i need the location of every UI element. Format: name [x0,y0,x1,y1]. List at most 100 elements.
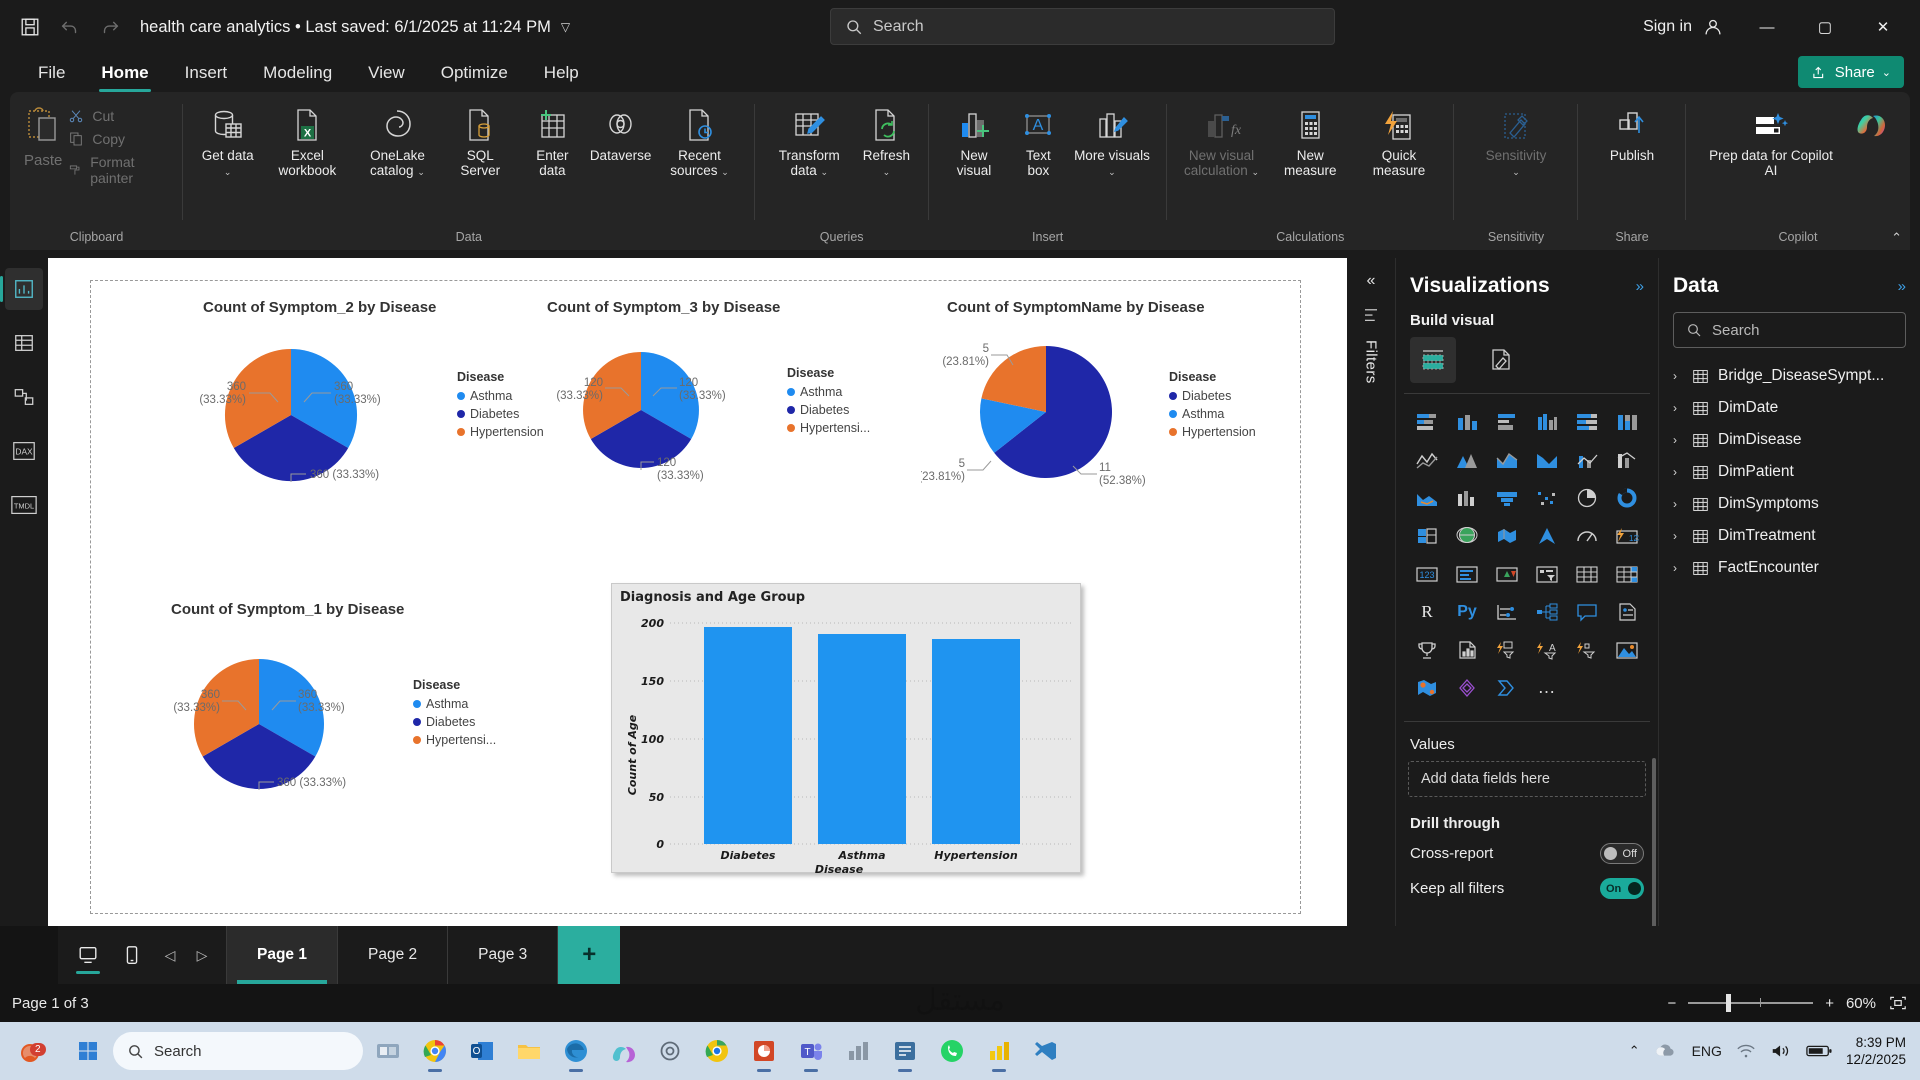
filters-pane-collapsed[interactable]: « Filters [1347,258,1395,926]
collapse-ribbon-icon[interactable]: ⌃ [1891,230,1902,245]
kpi-icon[interactable]: 123 [1607,518,1647,553]
add-page-button[interactable]: + [558,926,621,984]
wifi-icon[interactable] [1736,1043,1756,1060]
taskbar-app-task-view[interactable] [366,1028,410,1074]
maximize-button[interactable]: ▢ [1817,19,1833,36]
zoom-in-button[interactable]: + [1825,994,1834,1012]
taskbar-app-chrome[interactable] [413,1028,457,1074]
expand-data-pane-icon[interactable]: » [1897,277,1906,295]
chevron-right-icon[interactable]: › [1673,497,1677,511]
taskbar-app-sql-ssms[interactable] [883,1028,927,1074]
new-visual-button[interactable]: New visual [939,100,1010,178]
shape-map-icon[interactable] [1527,518,1567,553]
chevron-right-icon[interactable]: › [1673,401,1677,415]
decomposition-tree-icon[interactable] [1527,594,1567,629]
page-tab-page-3[interactable]: Page 3 [448,926,559,984]
data-table-dimdate[interactable]: › DimDate [1659,392,1920,424]
volume-icon[interactable] [1770,1042,1792,1060]
scatter-chart-icon[interactable] [1527,480,1567,515]
publish-button[interactable]: Publish [1588,100,1676,163]
arcgis-maps-icon[interactable] [1407,670,1447,705]
legend-item[interactable]: Hypertension [1169,425,1256,439]
map-icon[interactable] [1407,518,1447,553]
area-chart-icon[interactable] [1447,442,1487,477]
page-tab-page-2[interactable]: Page 2 [338,926,449,984]
chevron-right-icon[interactable]: › [1673,465,1677,479]
tray-chevron-up-icon[interactable]: ⌃ [1628,1043,1640,1058]
python-script-icon[interactable]: Py [1457,602,1477,620]
chevron-right-icon[interactable]: › [1673,369,1677,383]
visual-pie-symptom3[interactable]: Count of Symptom_3 by Disease 120 [521,299,941,509]
cut-button[interactable]: Cut [68,108,169,124]
sidebar-item-tmdl-view[interactable]: TMDL [5,484,43,526]
battery-icon[interactable] [1806,1043,1832,1059]
taskbar-app-whatsapp[interactable] [930,1028,974,1074]
kpi-card-icon[interactable] [1487,556,1527,591]
legend-item[interactable]: Hypertension [457,425,544,439]
language-indicator[interactable]: ENG [1691,1043,1722,1059]
stacked-area-chart-icon[interactable] [1487,442,1527,477]
power-apps-icon[interactable] [1487,632,1527,667]
qa-icon[interactable] [1567,594,1607,629]
menu-help[interactable]: Help [543,63,579,82]
key-influencers-icon[interactable] [1487,594,1527,629]
clustered-bar-chart-icon[interactable] [1487,404,1527,439]
build-visual-tab[interactable] [1410,337,1456,383]
taskbar-app-powerpoint[interactable] [742,1028,786,1074]
data-table-dimtreatment[interactable]: › DimTreatment [1659,520,1920,552]
taskbar-notification-app[interactable]: 2 [0,1037,60,1065]
100-stacked-column-chart-icon[interactable] [1607,404,1647,439]
sidebar-item-table-view[interactable] [5,322,43,364]
line-chart-icon[interactable] [1407,442,1447,477]
legend-item[interactable]: Diabetes [1169,389,1256,403]
donut-chart-icon[interactable] [1607,480,1647,515]
taskbar-search-box[interactable]: Search [113,1032,363,1070]
legend-item[interactable]: Asthma [413,697,496,711]
dataverse-button[interactable]: Dataverse [587,100,655,163]
filled-map-icon[interactable] [1447,518,1487,553]
mapbox-icon[interactable] [1447,670,1487,705]
line-stacked-column-icon[interactable] [1527,442,1567,477]
transform-data-button[interactable]: Transform data ⌄ [765,100,854,180]
paginated-report-icon[interactable] [1447,632,1487,667]
text-box-button[interactable]: A Text box [1009,100,1067,178]
100-stacked-bar-chart-icon[interactable] [1567,404,1607,439]
legend-item[interactable]: Hypertensi... [413,733,496,747]
enter-data-button[interactable]: Enter data [518,100,587,178]
title-chevron-icon[interactable]: ▽ [560,20,571,34]
more-visuals-button[interactable]: More visuals ⌄ [1067,100,1156,180]
visual-bar-diagnosis-age-group[interactable]: Diagnosis and Age Group 200 150 100 50 0 [611,583,1081,876]
data-table-bridge-diseasesymptoms[interactable]: › Bridge_DiseaseSympt... [1659,360,1920,392]
values-dropzone[interactable]: Add data fields here [1408,761,1646,797]
mobile-layout-button[interactable] [112,933,152,977]
bookmark-pane-icon[interactable] [1362,306,1380,324]
funnel-icon[interactable] [1487,480,1527,515]
metrics-icon[interactable] [1407,632,1447,667]
visual-pie-symptom2[interactable]: Count of Symptom_2 by Disease 360 [171,299,611,509]
taskbar-app-power-bi-desktop[interactable] [977,1028,1021,1074]
data-table-dimpatient[interactable]: › DimPatient [1659,456,1920,488]
more-options-icon[interactable]: … [1537,677,1557,697]
chevron-right-icon[interactable]: › [1673,433,1677,447]
excel-workbook-button[interactable]: X Excel workbook [262,100,352,178]
taskbar-app-copilot[interactable] [601,1028,645,1074]
page-tab-page-1[interactable]: Page 1 [227,926,338,984]
slicer-icon[interactable] [1527,556,1567,591]
chevron-right-icon[interactable]: › [1673,561,1677,575]
taskbar-app-chrome-canary[interactable] [695,1028,739,1074]
gauge-icon[interactable] [1567,518,1607,553]
save-icon[interactable] [10,7,50,47]
format-painter-button[interactable]: Format painter [68,154,169,186]
prev-page-button[interactable]: ◁ [164,946,176,963]
onelake-catalog-button[interactable]: OneLake catalog ⌄ [352,100,442,180]
legend-item[interactable]: Hypertensi... [787,421,870,435]
get-data-button[interactable]: Get data ⌄ [193,100,262,180]
recent-sources-button[interactable]: Recent sources ⌄ [655,100,745,180]
sidebar-item-model-view[interactable] [5,376,43,418]
data-search-input[interactable]: Search [1673,312,1906,348]
clustered-column-chart-icon[interactable] [1527,404,1567,439]
sensitivity-button[interactable]: Sensitivity ⌄ [1464,100,1568,180]
funnel-chart-icon[interactable] [1447,480,1487,515]
report-canvas-area[interactable]: Count of Symptom_2 by Disease 360 [48,258,1347,926]
zoom-out-button[interactable]: − [1667,994,1677,1012]
